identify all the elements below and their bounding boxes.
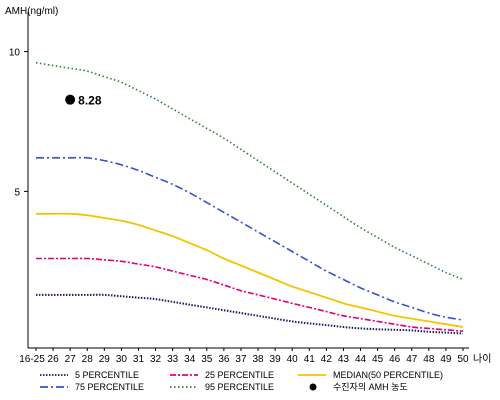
- x-tick-label: 32: [150, 354, 162, 365]
- x-tick-label: 40: [287, 354, 299, 365]
- legend: 5 PERCENTILE 25 PERCENTILE MEDIAN(50 PERCE…: [40, 370, 443, 392]
- series-line-5-percentile: [35, 293, 464, 335]
- y-axis-label: AMH(ng/ml): [5, 6, 58, 17]
- series-line-75-percentile: [36, 156, 464, 321]
- y-tick-label: 10: [9, 48, 21, 59]
- x-tick-label: 16-25: [19, 354, 45, 365]
- legend-label-95-percentile: 95 PERCENTILE: [205, 382, 274, 392]
- x-tick-label: 44: [355, 354, 367, 365]
- legend-label-5-percentile: 5 PERCENTILE: [75, 370, 139, 380]
- x-tick-label: 27: [65, 354, 77, 365]
- legend-marker-patient: [309, 383, 317, 391]
- x-tick-label: 39: [270, 354, 282, 365]
- x-tick-label: 43: [338, 354, 350, 365]
- x-tick-label: 28: [82, 354, 94, 365]
- x-tick-label: 47: [406, 354, 418, 365]
- x-tick-label: 49: [440, 354, 452, 365]
- x-tick-label: 48: [423, 354, 435, 365]
- series-line-25-percentile: [36, 257, 464, 332]
- x-tick-label: 33: [167, 354, 179, 365]
- legend-label-75-percentile: 75 PERCENTILE: [75, 382, 144, 392]
- legend-label-amh: 수진자의 AMH 농도: [333, 382, 408, 392]
- y-tick-label: 5: [14, 187, 20, 198]
- patient-point: [65, 94, 76, 105]
- x-tick-label: 34: [184, 354, 196, 365]
- x-tick-label: 50: [457, 354, 469, 365]
- x-tick-label: 29: [99, 354, 111, 365]
- axes: AMH(ng/ml) 5 10 16-25 26 27 28 29 30 31 32 33 34 35 36…: [5, 6, 491, 365]
- series-layer: [35, 61, 464, 335]
- x-tick-label: 42: [321, 354, 333, 365]
- x-tick-label: 41: [304, 354, 316, 365]
- patient-point-label: 8.28: [78, 94, 102, 108]
- x-tick-label: 46: [389, 354, 401, 365]
- x-tick-label: 37: [235, 354, 247, 365]
- legend-label-median-50-percentile: MEDIAN(50 PERCENTILE): [333, 370, 443, 380]
- series-line-median-50-percentile-: [35, 212, 464, 328]
- patient-marker-layer: 8.28: [65, 94, 102, 108]
- x-tick-label: 38: [252, 354, 264, 365]
- legend-label-25-percentile: 25 PERCENTILE: [205, 370, 274, 380]
- x-tick-label: 26: [48, 354, 60, 365]
- x-tick-label: 31: [133, 354, 145, 365]
- x-tick-label: 35: [201, 354, 213, 365]
- x-tick-label: 30: [116, 354, 128, 365]
- x-tick-label: 45: [372, 354, 384, 365]
- x-tick-label: 36: [218, 354, 230, 365]
- x-axis-label: 나이: [473, 353, 491, 365]
